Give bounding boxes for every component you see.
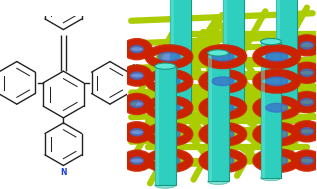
Ellipse shape (170, 110, 191, 116)
Ellipse shape (131, 157, 143, 164)
Ellipse shape (155, 63, 176, 69)
Ellipse shape (131, 72, 143, 79)
Ellipse shape (212, 77, 234, 86)
Ellipse shape (158, 103, 180, 112)
FancyBboxPatch shape (208, 53, 212, 181)
Ellipse shape (158, 52, 180, 61)
FancyBboxPatch shape (170, 0, 191, 113)
Ellipse shape (212, 156, 234, 165)
FancyBboxPatch shape (276, 0, 297, 102)
FancyBboxPatch shape (223, 0, 227, 108)
FancyBboxPatch shape (155, 66, 159, 185)
Ellipse shape (155, 182, 176, 188)
Ellipse shape (301, 157, 313, 164)
Ellipse shape (212, 52, 234, 61)
Ellipse shape (158, 130, 180, 139)
FancyBboxPatch shape (208, 53, 229, 181)
Ellipse shape (261, 175, 281, 181)
Ellipse shape (266, 130, 288, 139)
Ellipse shape (131, 100, 143, 108)
Ellipse shape (301, 69, 313, 76)
Ellipse shape (301, 128, 313, 135)
FancyBboxPatch shape (276, 0, 280, 102)
Ellipse shape (131, 129, 143, 136)
FancyBboxPatch shape (223, 0, 244, 108)
Ellipse shape (266, 77, 288, 86)
Ellipse shape (266, 103, 288, 112)
Ellipse shape (208, 178, 229, 184)
Ellipse shape (208, 50, 229, 56)
Ellipse shape (266, 156, 288, 165)
Text: N: N (60, 168, 67, 177)
Ellipse shape (266, 52, 288, 61)
Ellipse shape (212, 103, 234, 112)
Ellipse shape (158, 156, 180, 165)
FancyBboxPatch shape (261, 42, 281, 178)
Ellipse shape (261, 38, 281, 45)
Ellipse shape (212, 130, 234, 139)
Ellipse shape (301, 42, 313, 49)
Ellipse shape (276, 99, 297, 105)
Ellipse shape (223, 105, 244, 111)
FancyBboxPatch shape (170, 0, 174, 113)
Ellipse shape (158, 77, 180, 86)
Ellipse shape (131, 46, 143, 53)
FancyBboxPatch shape (155, 66, 176, 185)
FancyBboxPatch shape (261, 42, 265, 178)
Ellipse shape (301, 98, 313, 106)
Text: N: N (131, 64, 137, 73)
